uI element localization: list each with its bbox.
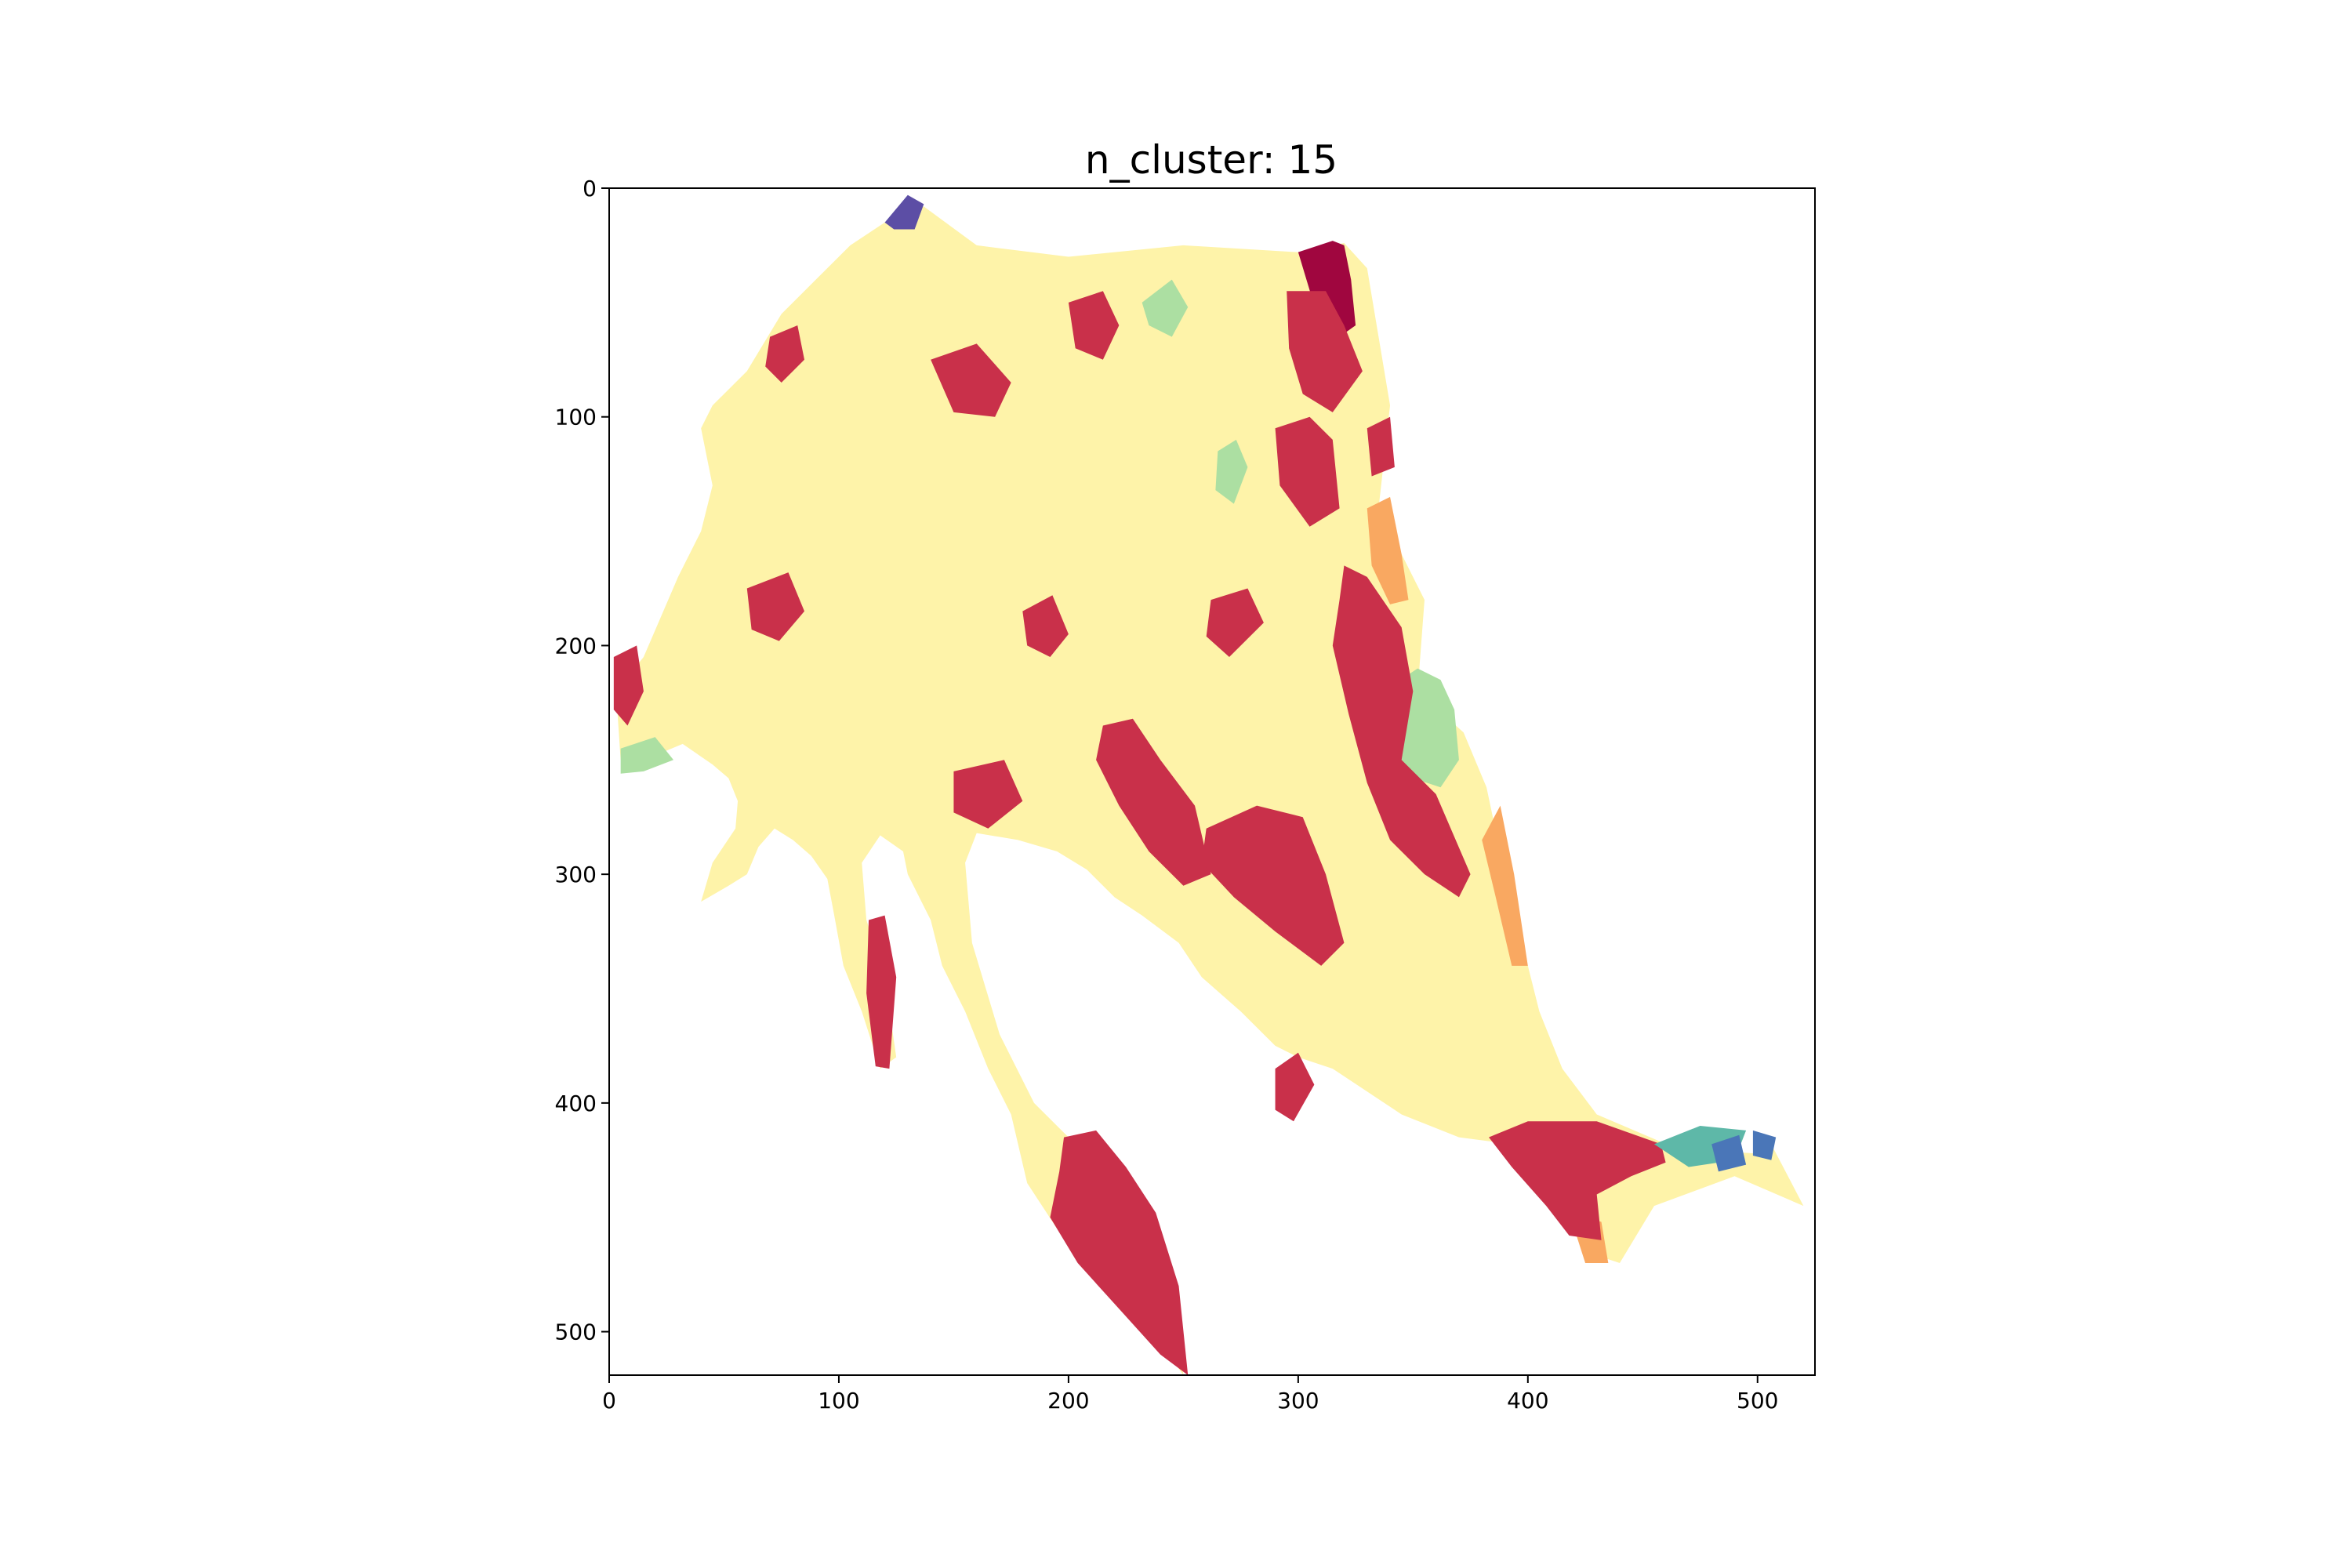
x-tick-label-2: 200	[1047, 1388, 1089, 1414]
region-cluster-red-26	[1367, 416, 1395, 477]
region-cluster-green-6	[620, 737, 674, 774]
region-cluster-orange-8	[1482, 805, 1528, 966]
region-cluster-red-23	[866, 915, 897, 1069]
region-cluster-blue-30	[1752, 1130, 1777, 1160]
region-cluster-green-5	[1142, 279, 1189, 337]
region-cluster-blue-29	[1711, 1134, 1747, 1172]
plot-frame	[608, 187, 1816, 1376]
y-tick-label-1: 100	[555, 405, 597, 430]
region-cluster-red-16	[1275, 416, 1340, 527]
region-cluster-red-17	[1068, 291, 1120, 360]
x-tick-label-3: 300	[1277, 1388, 1319, 1414]
region-cluster-red-20	[746, 572, 805, 641]
region-cluster-red-18	[931, 343, 1011, 417]
region-cluster-red-21	[1206, 588, 1264, 658]
x-tick-label-4: 400	[1507, 1388, 1548, 1414]
y-tick-label-4: 400	[555, 1091, 597, 1116]
region-cluster-red-10	[1096, 718, 1211, 886]
x-tick-label-0: 0	[602, 1388, 616, 1414]
y-tick-label-5: 500	[555, 1319, 597, 1345]
region-cluster-orange-7	[1367, 496, 1409, 604]
region-cluster-red-25	[953, 760, 1023, 829]
cluster-regions	[613, 194, 1804, 1375]
region-cluster-red-11	[1201, 805, 1345, 966]
y-tick-label-3: 300	[555, 862, 597, 887]
y-tick-label-0: 0	[583, 176, 597, 201]
region-cluster-red-22	[765, 325, 805, 383]
x-tick-label-1: 100	[818, 1388, 859, 1414]
region-cluster-purple-2	[884, 194, 924, 230]
chart-title: n_cluster: 15	[1085, 137, 1338, 183]
region-cluster-red-12	[1332, 565, 1471, 898]
region-cluster-red-14	[1050, 1130, 1189, 1375]
y-tick-label-2: 200	[555, 633, 597, 659]
region-cluster-red-24	[1275, 1052, 1315, 1122]
region-cluster-dark-red-1	[1298, 241, 1356, 337]
heatmap-plot-area	[609, 188, 1815, 1375]
y-axis: 0 100 200 300 400 500	[555, 176, 609, 1345]
region-background-0	[615, 206, 1804, 1375]
region-cluster-red-13	[1489, 1121, 1666, 1240]
x-tick-label-5: 500	[1737, 1388, 1778, 1414]
x-axis: 0 100 200 300 400 500	[602, 1375, 1778, 1414]
region-cluster-red-19	[1022, 595, 1069, 658]
region-cluster-red-15	[1287, 291, 1363, 412]
region-cluster-green-4	[1215, 439, 1248, 504]
region-cluster-red-27	[613, 645, 644, 726]
